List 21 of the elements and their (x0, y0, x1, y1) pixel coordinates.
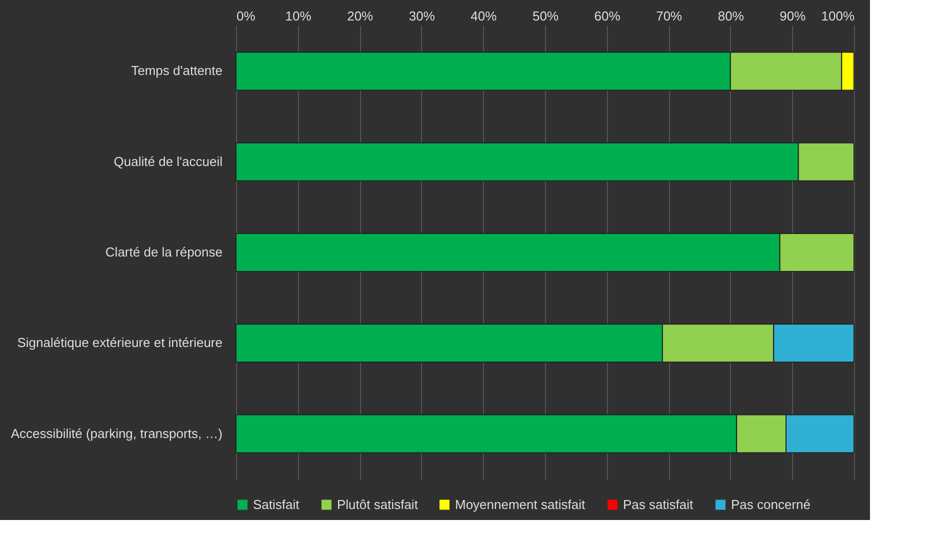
legend-label: Pas concerné (731, 496, 810, 512)
y-tick-label: Accessibilité (parking, transports, …) (10, 426, 222, 441)
x-tick-label: 80% (718, 8, 744, 24)
legend-label: Pas satisfait (623, 496, 694, 512)
legend-label: Plutôt satisfait (337, 496, 418, 512)
x-tick-label: 60% (594, 8, 621, 24)
x-tick-label: 40% (470, 8, 498, 24)
legend-label: Satisfait (253, 496, 300, 512)
x-tick-label: 100% (821, 8, 855, 24)
x-tick-label: 30% (408, 8, 436, 24)
x-tick-label: 10% (285, 8, 312, 24)
x-tick-label: 70% (656, 8, 683, 24)
y-tick-label: Signalétique extérieure et intérieure (17, 335, 222, 350)
legend-label: Moyennement satisfait (455, 496, 586, 512)
y-tick-label: Clarté de la réponse (105, 244, 222, 260)
y-tick-label: Qualité de l'accueil (114, 154, 223, 169)
x-tick-label: 90% (780, 8, 806, 24)
y-tick-label: Temps d'attente (131, 63, 222, 78)
x-tick-label: 0% (236, 8, 256, 24)
x-tick-label: 50% (532, 8, 559, 24)
x-tick-label: 20% (347, 8, 374, 24)
